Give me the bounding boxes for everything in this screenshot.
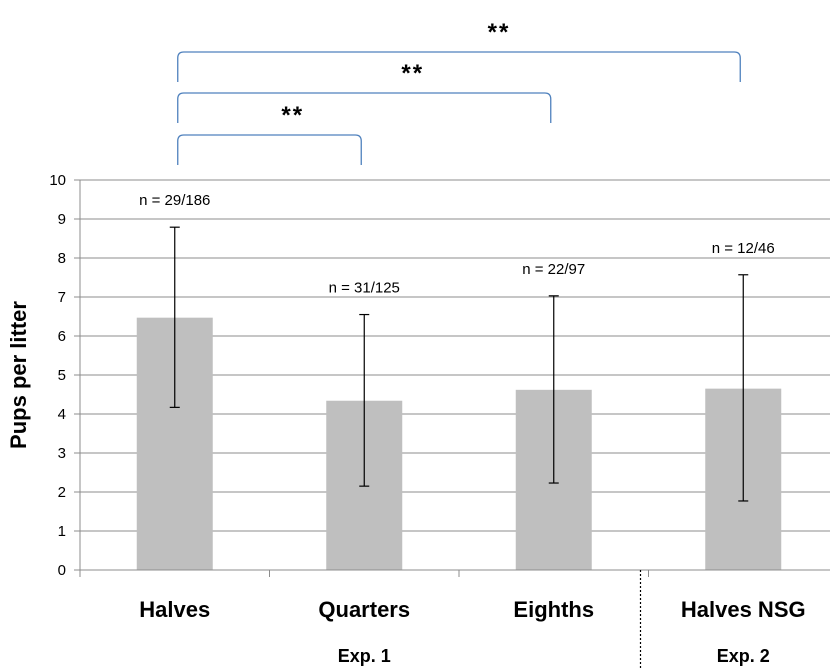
significance-bracket (177, 51, 741, 82)
y-tick-label: 6 (58, 328, 66, 345)
n-label: n = 12/46 (712, 240, 775, 257)
y-tick-label: 9 (58, 211, 66, 228)
y-tick-label: 3 (58, 445, 66, 462)
y-tick-label: 2 (58, 484, 66, 501)
group-label: Exp. 2 (717, 646, 770, 666)
category-label: Eighths (513, 597, 594, 622)
axes (74, 179, 830, 668)
category-label: Halves NSG (681, 597, 806, 622)
y-tick-label: 7 (58, 289, 66, 306)
significance-label: ** (281, 102, 304, 129)
y-axis-title: Pups per litter (6, 301, 31, 449)
y-tick-label: 10 (49, 172, 66, 189)
significance-brackets: ** ** ** (177, 19, 741, 165)
category-label: Halves (139, 597, 210, 622)
n-label: n = 22/97 (522, 261, 585, 278)
significance-label: ** (401, 60, 424, 87)
bars (136, 317, 782, 570)
significance-label: ** (488, 19, 511, 46)
labels: 0 1 2 3 4 5 6 7 8 9 10 n = 29/186 Halves n = 31/125 Qu… (49, 172, 805, 666)
category-label: Quarters (318, 597, 410, 622)
y-tick-label: 0 (58, 562, 66, 579)
n-label: n = 31/125 (329, 280, 400, 297)
y-tick-label: 4 (58, 406, 66, 423)
y-tick-label: 8 (58, 250, 66, 267)
y-tick-label: 5 (58, 367, 66, 384)
error-bars (169, 226, 749, 502)
group-label: Exp. 1 (338, 646, 391, 666)
n-label: n = 29/186 (139, 192, 210, 209)
y-tick-label: 1 (58, 523, 66, 540)
significance-bracket (177, 92, 552, 123)
significance-bracket (177, 134, 362, 165)
